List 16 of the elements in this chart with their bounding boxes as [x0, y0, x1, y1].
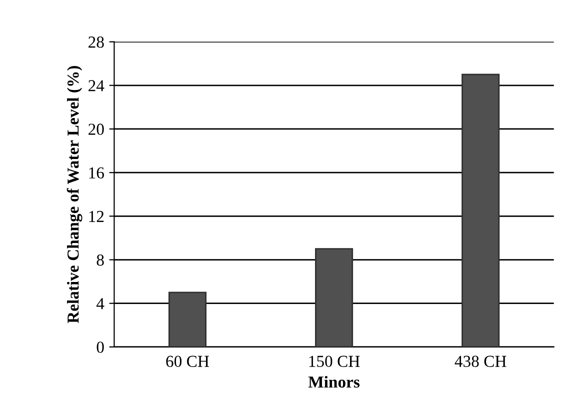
y-tick-label: 8 — [96, 254, 104, 266]
y-axis-title: Relative Change of Water Level (%) — [66, 66, 82, 324]
x-tick-label: 150 CH — [309, 356, 360, 368]
x-axis-title: Minors — [308, 376, 360, 388]
y-tick-label: 4 — [96, 298, 104, 310]
y-tick-label: 28 — [88, 36, 104, 48]
y-tick-label: 12 — [89, 210, 104, 222]
x-tick-label: 438 CH — [454, 356, 506, 368]
bar — [168, 292, 206, 347]
x-tick-label: 60 CH — [166, 356, 209, 368]
y-tick-label: 20 — [88, 124, 104, 135]
y-tick-label: 16 — [89, 167, 104, 179]
bar — [315, 248, 354, 347]
bar — [462, 74, 500, 347]
y-tick-label: 24 — [88, 80, 104, 92]
y-tick-label: 0 — [96, 342, 104, 353]
